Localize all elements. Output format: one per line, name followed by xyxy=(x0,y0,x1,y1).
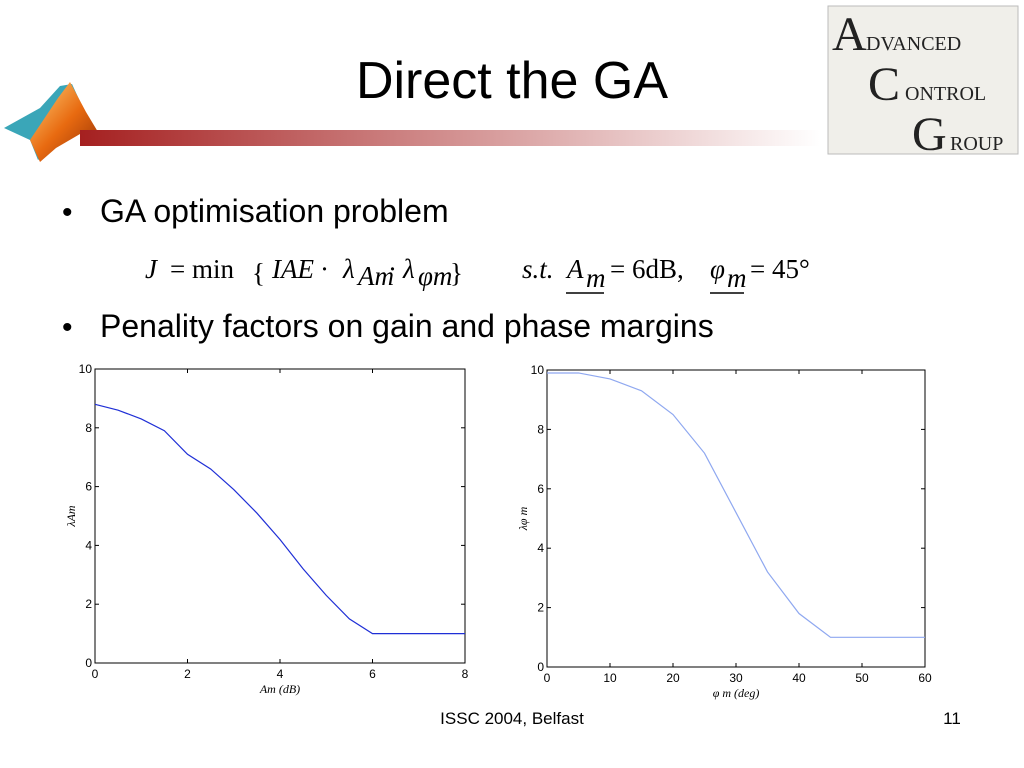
logo-text: A xyxy=(832,8,867,61)
x-tick-label: 0 xyxy=(544,671,551,685)
y-tick-label: 10 xyxy=(531,363,545,377)
y-tick-label: 2 xyxy=(537,601,544,615)
y-tick-label: 8 xyxy=(537,422,544,436)
formula-part: } xyxy=(450,258,463,288)
formula-part: J xyxy=(145,254,159,284)
x-tick-label: 60 xyxy=(918,671,932,685)
y-tick-label: 2 xyxy=(85,597,92,611)
logo-text: DVANCED xyxy=(866,33,961,55)
page-number: 11 xyxy=(943,709,961,728)
formula-part: = 6dB, xyxy=(610,254,684,284)
x-tick-label: 6 xyxy=(369,667,376,681)
slide-title: Direct the GA xyxy=(356,52,668,110)
y-tick-label: 4 xyxy=(537,541,544,555)
formula-part: φm xyxy=(418,261,452,291)
x-axis-label: Am (dB) xyxy=(259,682,300,696)
x-tick-label: 2 xyxy=(184,667,191,681)
formula-part: s.t. xyxy=(522,254,554,284)
y-tick-label: 4 xyxy=(85,538,92,552)
bullet-marker: • xyxy=(62,311,73,344)
y-tick-label: 8 xyxy=(85,421,92,435)
x-axis-label: φ m (deg) xyxy=(713,686,760,700)
formula-part: m xyxy=(586,263,606,293)
x-tick-label: 10 xyxy=(603,671,617,685)
formula-part: λ xyxy=(402,254,415,284)
formula-part: = min xyxy=(170,254,234,284)
x-tick-label: 0 xyxy=(92,667,99,681)
bullet: Penality factors on gain and phase margi… xyxy=(100,308,714,344)
plot-frame xyxy=(546,369,926,668)
formula-part: φ xyxy=(710,254,725,284)
logo-text: C xyxy=(868,58,900,111)
title-rule xyxy=(80,130,820,146)
y-tick-label: 10 xyxy=(79,362,93,376)
formula-part: { xyxy=(252,258,265,288)
y-tick-label: 6 xyxy=(85,480,92,494)
data-line xyxy=(94,403,465,635)
bullet-marker: • xyxy=(62,196,73,229)
data-line xyxy=(547,372,925,638)
y-tick-label: 0 xyxy=(537,660,544,674)
y-tick-label: 6 xyxy=(537,482,544,496)
y-axis-label: λAm xyxy=(64,505,78,528)
plot-frame xyxy=(94,368,466,664)
formula: J = min { IAE · λ Am · λ φm } s.t. A m =… xyxy=(145,254,810,294)
footer: ISSC 2004, Belfast xyxy=(440,709,584,728)
formula-part: Am xyxy=(356,261,394,291)
x-tick-label: 50 xyxy=(855,671,869,685)
x-tick-label: 40 xyxy=(792,671,806,685)
logo-text: ROUP xyxy=(950,133,1003,155)
formula-part: m xyxy=(727,263,747,293)
logo-text: ONTROL xyxy=(905,83,986,105)
bullet: GA optimisation problem xyxy=(100,193,449,229)
y-axis-label: λφ m xyxy=(516,506,530,531)
x-tick-label: 30 xyxy=(729,671,743,685)
acg-logo: A DVANCED C ONTROL G ROUP xyxy=(827,5,1019,161)
formula-part: λ xyxy=(342,254,355,284)
x-tick-label: 4 xyxy=(277,667,284,681)
formula-part: · xyxy=(388,254,397,284)
matlab-logo xyxy=(4,82,104,162)
formula-part: A xyxy=(565,254,584,284)
formula-part: = 45° xyxy=(750,254,810,284)
formula-part: IAE · xyxy=(271,254,327,284)
x-tick-label: 8 xyxy=(462,667,469,681)
x-tick-label: 20 xyxy=(666,671,680,685)
y-tick-label: 0 xyxy=(85,656,92,670)
logo-text: G xyxy=(912,108,947,161)
